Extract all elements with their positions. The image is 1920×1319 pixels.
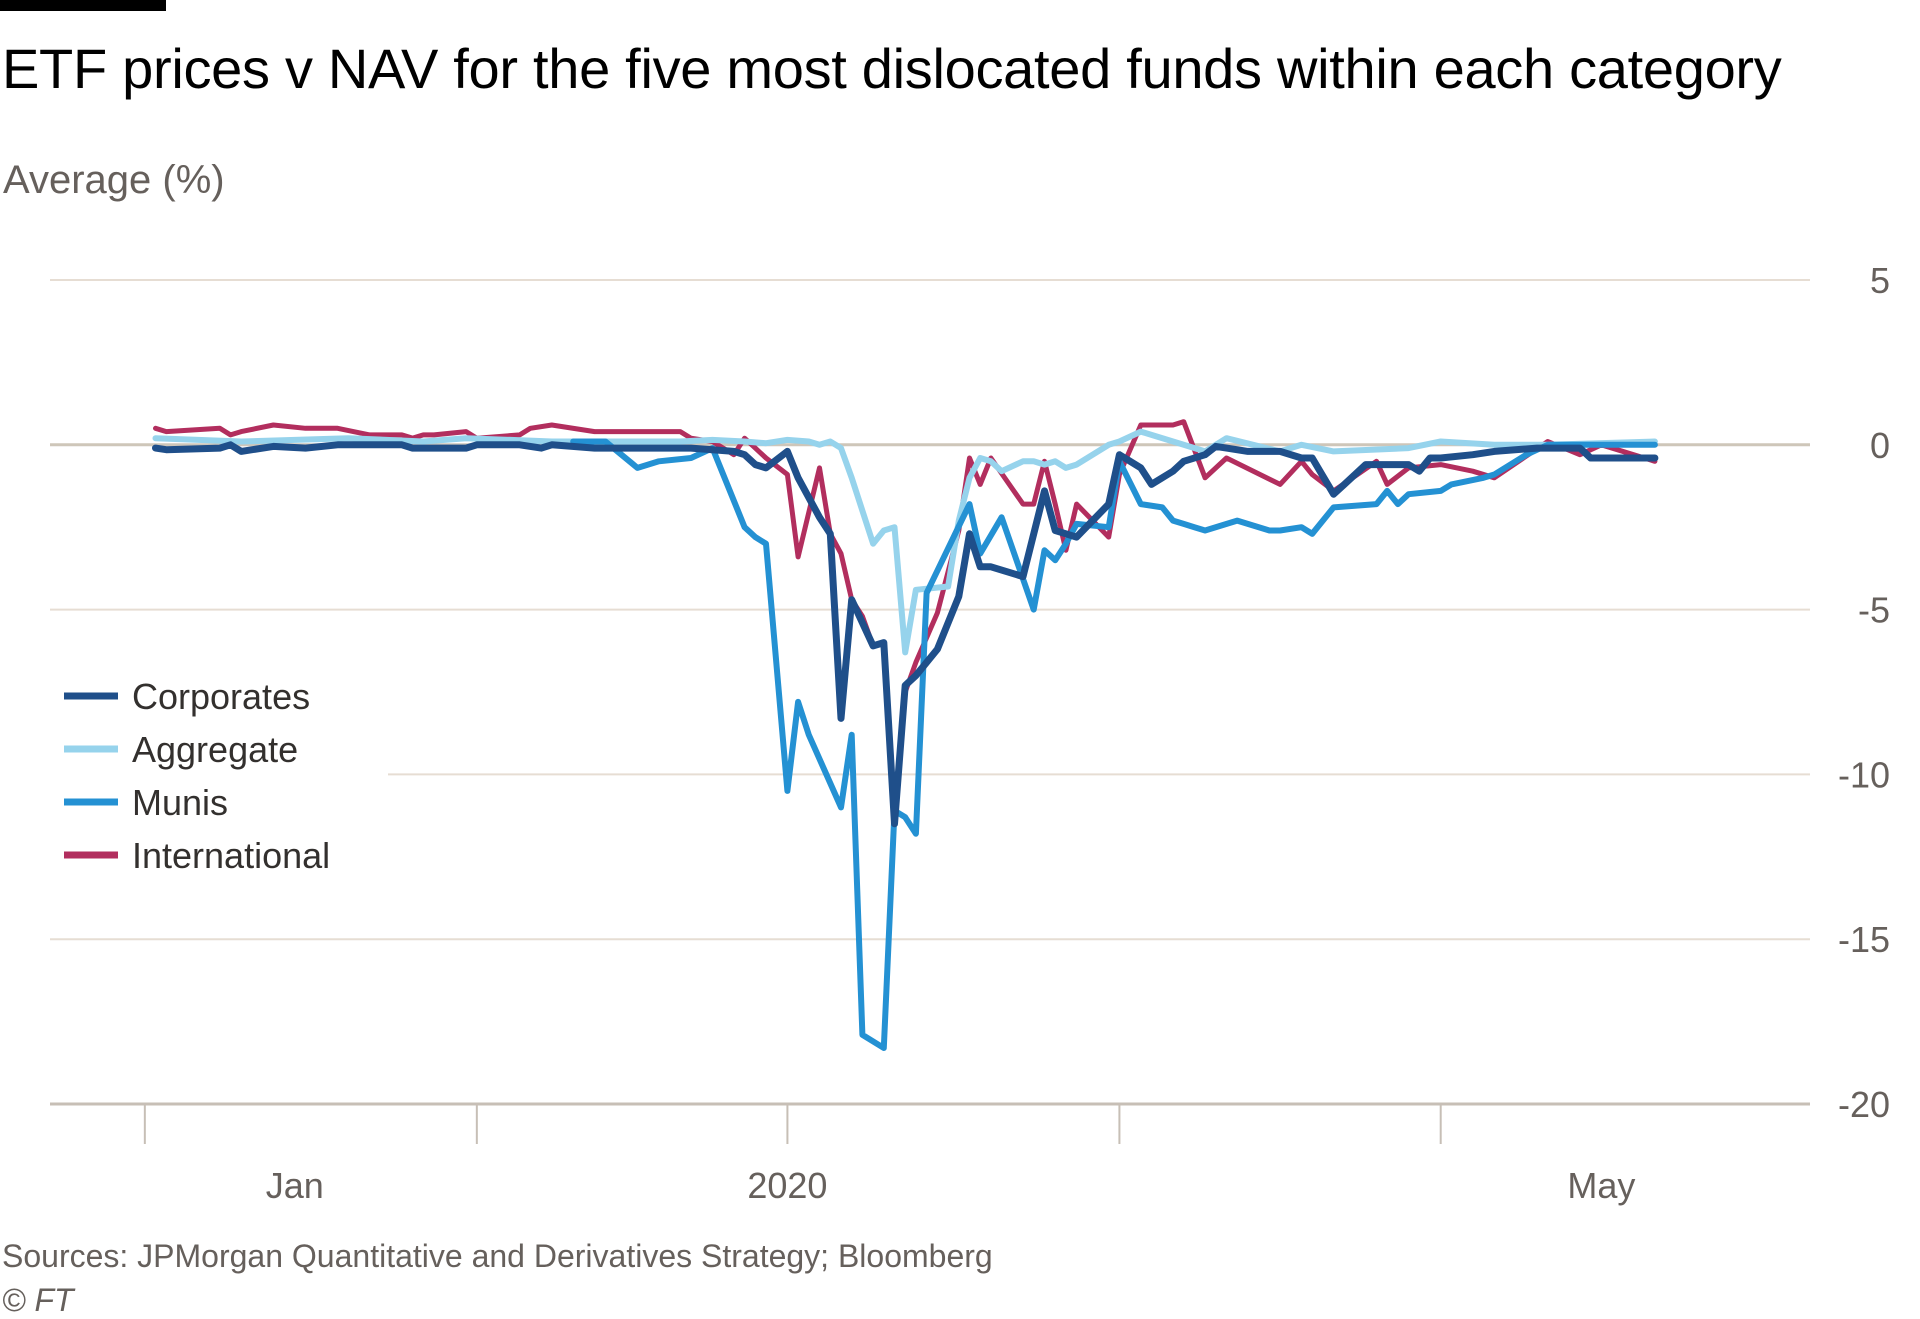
gridlines: 5 0 -5 -10 -15 -20	[50, 260, 1890, 1125]
x-tick-label: Jan	[266, 1165, 324, 1206]
x-tick-label: May	[1567, 1165, 1635, 1206]
chart-subtitle: Average (%)	[3, 158, 225, 202]
legend-label-corporates: Corporates	[132, 676, 310, 717]
legend: Corporates Aggregate Munis International	[64, 676, 330, 876]
chart-title: ETF prices v NAV for the five most dislo…	[2, 37, 1782, 100]
y-tick-label: -5	[1858, 590, 1890, 631]
x-tick-label: 2020	[747, 1165, 827, 1206]
series-line-aggregate	[152, 428, 1658, 656]
series-line-munis	[570, 438, 1658, 1051]
legend-label-munis: Munis	[132, 782, 228, 823]
source-note: Sources: JPMorgan Quantitative and Deriv…	[2, 1238, 993, 1274]
x-axis: Jan 2020 May	[143, 1104, 1635, 1206]
legend-label-aggregate: Aggregate	[132, 729, 298, 770]
y-tick-label: -15	[1838, 919, 1890, 960]
series-line-corporates	[152, 441, 1659, 828]
brand-bar	[0, 0, 166, 11]
y-tick-label: 0	[1870, 425, 1890, 466]
y-tick-label: 5	[1870, 260, 1890, 301]
copyright-note: © FT	[2, 1282, 74, 1318]
y-tick-label: -20	[1838, 1084, 1890, 1125]
series-lines	[152, 419, 1659, 1051]
y-tick-label: -10	[1838, 754, 1890, 795]
legend-label-international: International	[132, 835, 330, 876]
